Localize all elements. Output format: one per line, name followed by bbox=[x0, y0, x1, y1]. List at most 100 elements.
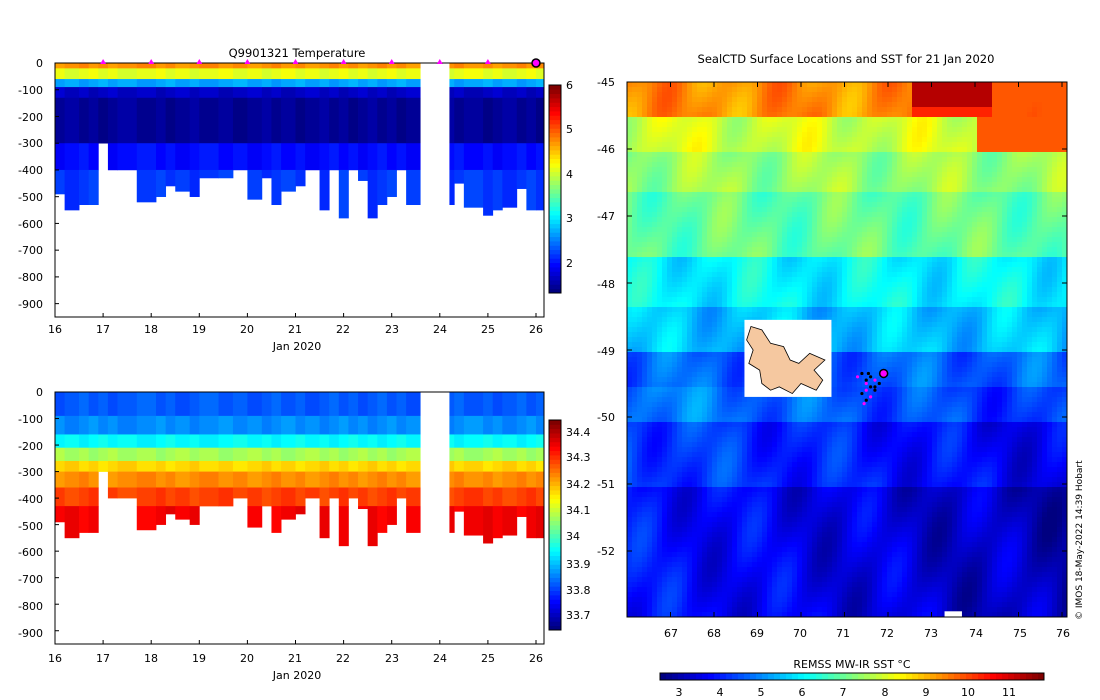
sst-cell bbox=[1017, 272, 1023, 278]
sst-cell bbox=[1062, 292, 1067, 298]
sst-cell bbox=[817, 267, 823, 273]
colorbar-segment bbox=[549, 219, 561, 225]
sst-cell bbox=[902, 297, 908, 303]
sst-cell bbox=[857, 172, 863, 178]
sst-cell bbox=[902, 232, 908, 238]
sst-cell bbox=[937, 167, 943, 173]
sst-cell bbox=[662, 107, 668, 113]
sst-cell bbox=[902, 317, 908, 323]
sst-cell bbox=[982, 127, 988, 133]
sst-cell bbox=[967, 232, 973, 238]
sst-cell bbox=[717, 97, 723, 103]
sst-cell bbox=[667, 252, 673, 258]
sst-cell bbox=[777, 157, 783, 163]
sst-cell bbox=[1022, 122, 1028, 128]
sst-cell bbox=[737, 117, 743, 123]
sst-cell bbox=[982, 157, 988, 163]
sst-cell bbox=[992, 222, 998, 228]
sst-cell bbox=[707, 222, 713, 228]
sst-cell bbox=[657, 312, 663, 318]
sst-cell bbox=[1057, 117, 1063, 123]
section-cell bbox=[199, 79, 219, 88]
sst-cell bbox=[872, 252, 878, 258]
sst-cell bbox=[992, 232, 998, 238]
sst-cell bbox=[662, 207, 668, 213]
sst-cell bbox=[652, 232, 658, 238]
sst-cell bbox=[697, 117, 703, 123]
sst-cell bbox=[1042, 267, 1048, 273]
sst-cell bbox=[847, 117, 853, 123]
sst-cell bbox=[857, 312, 863, 318]
sst-cell bbox=[882, 117, 888, 123]
sst-cell bbox=[1032, 262, 1038, 268]
section-cell bbox=[377, 169, 388, 206]
sst-cell bbox=[672, 302, 678, 308]
sst-cell bbox=[952, 187, 958, 193]
sst-cell bbox=[787, 277, 793, 283]
sst-cell bbox=[992, 112, 998, 118]
sst-cell bbox=[767, 262, 773, 268]
sst-cell bbox=[687, 212, 693, 218]
sst-cell bbox=[677, 317, 683, 323]
sst-cell bbox=[672, 187, 678, 193]
sst-cell bbox=[782, 197, 788, 203]
sst-cell bbox=[657, 122, 663, 128]
sst-cell bbox=[807, 187, 813, 193]
sst-cell bbox=[967, 217, 973, 223]
sst-cell bbox=[827, 107, 833, 113]
sst-cell bbox=[742, 122, 748, 128]
sst-cell bbox=[1022, 212, 1028, 218]
section-cell bbox=[454, 68, 465, 80]
section-cell bbox=[175, 87, 191, 99]
sst-cell bbox=[922, 172, 928, 178]
sst-cell bbox=[742, 152, 748, 158]
section-cell bbox=[348, 392, 359, 417]
sst-cell bbox=[1022, 102, 1028, 108]
sst-cell bbox=[802, 137, 808, 143]
section-cell bbox=[358, 471, 369, 488]
sst-cell bbox=[957, 137, 963, 143]
sst-cell bbox=[717, 317, 723, 323]
sst-cell bbox=[672, 152, 678, 158]
sst-cell bbox=[672, 102, 678, 108]
sst-cell bbox=[1012, 197, 1018, 203]
sst-cell bbox=[982, 307, 988, 313]
sst-cell bbox=[732, 202, 738, 208]
section-cell bbox=[295, 87, 306, 99]
sst-cell bbox=[842, 137, 848, 143]
sst-cell bbox=[632, 137, 638, 143]
sst-cell bbox=[962, 272, 968, 278]
sst-cell bbox=[942, 262, 948, 268]
sst-cell bbox=[777, 232, 783, 238]
sst-cell bbox=[847, 312, 853, 318]
sst-cell bbox=[647, 257, 653, 263]
sst-cell bbox=[972, 97, 978, 103]
sst-cell bbox=[1002, 187, 1008, 193]
sst-cell bbox=[702, 262, 708, 268]
section-cell bbox=[319, 79, 330, 88]
sst-cell bbox=[662, 177, 668, 183]
sst-cell bbox=[692, 237, 698, 243]
sst-cell bbox=[827, 222, 833, 228]
sst-cell bbox=[767, 117, 773, 123]
sst-cell bbox=[707, 272, 713, 278]
sst-cell bbox=[802, 307, 808, 313]
sst-cell bbox=[762, 227, 768, 233]
sst-cell bbox=[967, 197, 973, 203]
sst-cell bbox=[697, 212, 703, 218]
sst-cell bbox=[892, 282, 898, 288]
sst-cell bbox=[737, 177, 743, 183]
colorbar-segment bbox=[549, 459, 561, 465]
sst-cell bbox=[702, 277, 708, 283]
sst-cell bbox=[902, 187, 908, 193]
sst-cell bbox=[692, 102, 698, 108]
sst-cell bbox=[932, 172, 938, 178]
sst-cell bbox=[757, 237, 763, 243]
sst-cell bbox=[1007, 127, 1013, 133]
sst-cell bbox=[877, 312, 883, 318]
sst-cell bbox=[982, 172, 988, 178]
sst-cell bbox=[877, 87, 883, 93]
sst-cell bbox=[772, 92, 778, 98]
sst-cell bbox=[897, 292, 903, 298]
sst-cell bbox=[707, 247, 713, 253]
